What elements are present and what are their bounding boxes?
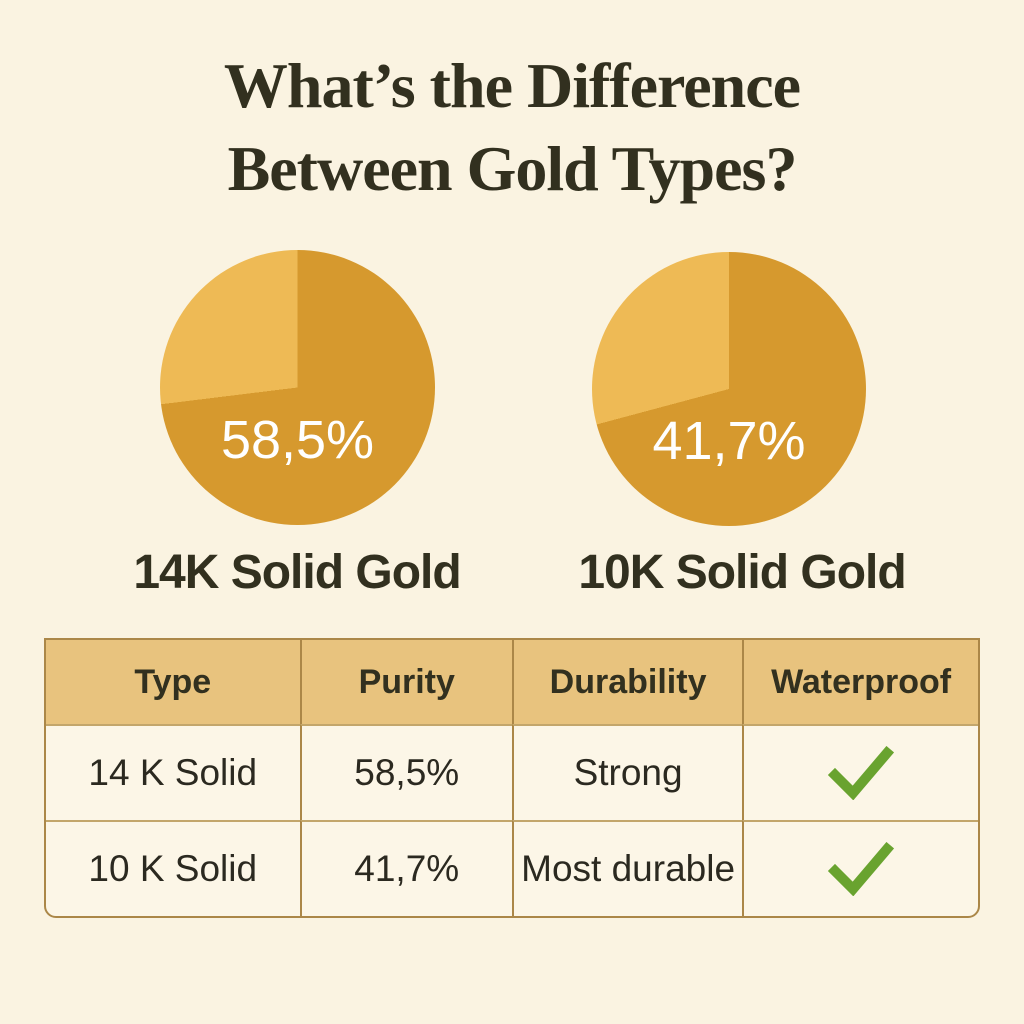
green-check-icon [828, 842, 895, 896]
cell-waterproof-14k [742, 724, 978, 820]
pie-chart-14k: 58,5% [160, 250, 435, 525]
column-header-durability: Durability [511, 640, 743, 724]
cell-type-10k: 10 K Solid [46, 820, 300, 916]
cell-type-14k: 14 K Solid [46, 724, 300, 820]
table-row-10k: 10 K Solid 41,7% Most durable [46, 820, 978, 916]
cell-purity-10k: 41,7% [299, 820, 512, 916]
green-check-icon [828, 746, 895, 800]
comparison-table: Type Purity Durability Waterproof 14 K S… [44, 638, 980, 918]
cell-waterproof-10k [742, 820, 978, 916]
pie-caption-14k: 14K Solid Gold [133, 546, 461, 599]
column-header-purity: Purity [299, 640, 512, 724]
pie-value-label-14k: 58,5% [220, 409, 375, 470]
pie-value-label-10k: 41,7% [652, 411, 806, 472]
cell-purity-14k: 58,5% [299, 724, 512, 820]
table-row-14k: 14 K Solid 58,5% Strong [46, 724, 978, 820]
page-title-line1: What’s the Difference [223, 50, 801, 121]
page-title: What’s the Difference Between Gold Types? [0, 44, 1024, 210]
column-header-waterproof: Waterproof [742, 640, 978, 724]
table-header-row: Type Purity Durability Waterproof [46, 640, 978, 724]
page-title-line2: Between Gold Types? [227, 133, 798, 205]
pie-caption-10k: 10K Solid Gold [578, 546, 906, 599]
pie-chart-10k: 41,7% [592, 252, 866, 526]
column-header-type: Type [46, 640, 300, 724]
cell-durability-14k: Strong [511, 724, 743, 820]
cell-durability-10k: Most durable [511, 820, 743, 916]
